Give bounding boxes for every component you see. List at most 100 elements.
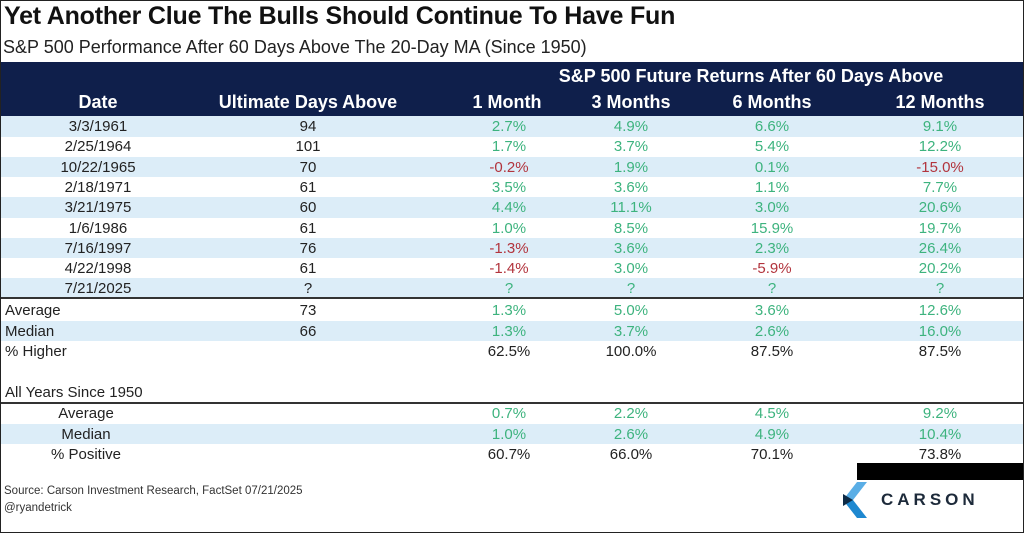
table-cell: -1.4% — [489, 260, 529, 278]
table-cell: 3.7% — [613, 322, 649, 340]
table-row: 10/22/1965 70 -0.2% 1.9% 0.1% -15.0% — [1, 156, 1023, 178]
redaction-bar — [857, 463, 1023, 480]
row-label: Average — [58, 405, 114, 422]
divider — [1, 402, 1023, 404]
table-cell: 5.4% — [754, 138, 790, 156]
table-cell: 3.6% — [754, 302, 790, 319]
row-label: 7/16/1997 — [64, 239, 132, 257]
table-cell: 9.1% — [922, 118, 958, 135]
row-label: 1/6/1986 — [68, 219, 128, 237]
divider — [1, 297, 1023, 299]
row-label: 2/25/1964 — [64, 138, 132, 156]
table-row: 3/21/1975 60 4.4% 11.1% 3.0% 20.6% — [1, 197, 1023, 218]
table-row: % Positive 60.7% 66.0% 70.1% 73.8% — [1, 444, 1023, 465]
table-cell: 60 — [299, 199, 317, 217]
table-cell: 1.1% — [754, 178, 790, 196]
table-cell: 62.5% — [487, 343, 531, 360]
table-cell: 66 — [299, 322, 317, 340]
table-cell: 3.6% — [613, 178, 649, 196]
table-cell: 60.7% — [487, 446, 531, 463]
table-row: 4/22/1998 61 -1.4% 3.0% -5.9% 20.2% — [1, 258, 1023, 279]
table-cell: 61 — [299, 219, 317, 237]
row-label: % Higher — [5, 343, 67, 360]
column-header-12m: 12 Months — [895, 92, 985, 112]
table-cell: 1.0% — [491, 425, 527, 443]
table-cell: 2.7% — [491, 118, 527, 135]
table-cell: 3.0% — [754, 199, 790, 217]
row-label: % Positive — [50, 446, 122, 463]
table-cell: 61 — [299, 260, 317, 278]
table-row: Median 1.0% 2.6% 4.9% 10.4% — [1, 423, 1023, 444]
table-cell: 0.1% — [754, 158, 790, 176]
table-cell: 1.9% — [613, 158, 649, 176]
row-label: 4/22/1998 — [64, 260, 132, 278]
all-years-heading-row: All Years Since 1950 — [1, 382, 1023, 403]
all-years-heading: All Years Since 1950 — [5, 384, 143, 401]
table-cell: 101 — [295, 138, 321, 156]
table-row: 2/18/1971 61 3.5% 3.6% 1.1% 7.7% — [1, 177, 1023, 198]
table-cell: 70.1% — [750, 446, 794, 463]
table-row: 7/16/1997 76 -1.3% 3.6% 2.3% 26.4% — [1, 237, 1023, 259]
table-cell: -5.9% — [752, 260, 792, 278]
table-cell: ? — [303, 280, 313, 298]
table-row: 1/6/1986 61 1.0% 8.5% 15.9% 19.7% — [1, 218, 1023, 239]
table-row: % Higher 62.5% 100.0% 87.5% 87.5% — [1, 341, 1023, 362]
table-cell: ? — [767, 280, 777, 298]
column-header-1m: 1 Month — [472, 92, 542, 112]
table-cell: 76 — [299, 239, 317, 257]
table-cell: 4.5% — [754, 405, 790, 422]
row-label: Median — [5, 322, 55, 340]
author-handle: @ryandetrick — [4, 502, 72, 514]
table-cell: 15.9% — [750, 219, 794, 237]
table-cell: 2.3% — [754, 239, 790, 257]
table-cell: 3.0% — [613, 260, 649, 278]
table-row: Average 0.7% 2.2% 4.5% 9.2% — [1, 403, 1023, 424]
table-cell: 94 — [299, 118, 317, 135]
table-cell: 2.2% — [613, 405, 649, 422]
table-cell: 9.2% — [922, 405, 958, 422]
table-cell: 70 — [299, 158, 317, 176]
table-row: Median 66 1.3% 3.7% 2.6% 16.0% — [1, 320, 1023, 341]
row-label: Average — [5, 302, 61, 319]
table-cell: 4.9% — [613, 118, 649, 135]
table-header: S&P 500 Future Returns After 60 Days Abo… — [1, 62, 1023, 116]
table-cell: 1.3% — [491, 302, 527, 319]
group-header: S&P 500 Future Returns After 60 Days Abo… — [558, 66, 944, 86]
table-cell: 3.5% — [491, 178, 527, 196]
table-cell: 1.7% — [491, 138, 527, 156]
table-cell: -0.2% — [489, 158, 529, 176]
column-header-6m: 6 Months — [732, 92, 812, 112]
row-label: 3/21/1975 — [64, 199, 132, 217]
row-label: Median — [61, 425, 111, 443]
chart-title: Yet Another Clue The Bulls Should Contin… — [4, 2, 676, 30]
table-cell: 100.0% — [605, 343, 657, 360]
row-label: 3/3/1961 — [68, 118, 128, 135]
table-cell: 19.7% — [918, 219, 962, 237]
table-cell: 73.8% — [918, 446, 962, 463]
table-cell: 3.6% — [613, 239, 649, 257]
table-cell: -15.0% — [916, 158, 964, 176]
table-cell: ? — [935, 280, 945, 298]
table-cell: 1.3% — [491, 322, 527, 340]
table-cell: 66.0% — [609, 446, 653, 463]
table-cell: ? — [504, 280, 514, 298]
table-cell: 26.4% — [918, 239, 962, 257]
table-cell: 4.9% — [754, 425, 790, 443]
carson-logo: CARSON — [843, 482, 979, 518]
carson-logo-text: CARSON — [881, 490, 979, 509]
table-row: 7/21/2025????? — [1, 278, 1023, 299]
table-cell: 87.5% — [918, 343, 962, 360]
table-cell: 6.6% — [754, 118, 790, 135]
table-cell: ? — [626, 280, 636, 298]
table-cell: 1.0% — [491, 219, 527, 237]
table-cell: 5.0% — [613, 302, 649, 319]
carson-logo-icon — [843, 482, 867, 518]
table-cell: 8.5% — [613, 219, 649, 237]
table-row: Average 73 1.3% 5.0% 3.6% 12.6% — [1, 300, 1023, 321]
table-cell: 12.2% — [918, 138, 962, 156]
table-cell: 11.1% — [610, 199, 652, 217]
table-row: 2/25/1964 101 1.7% 3.7% 5.4% 12.2% — [1, 136, 1023, 157]
source-note: Source: Carson Investment Research, Fact… — [4, 485, 303, 497]
table-cell: 87.5% — [750, 343, 794, 360]
row-label: 10/22/1965 — [60, 158, 136, 176]
